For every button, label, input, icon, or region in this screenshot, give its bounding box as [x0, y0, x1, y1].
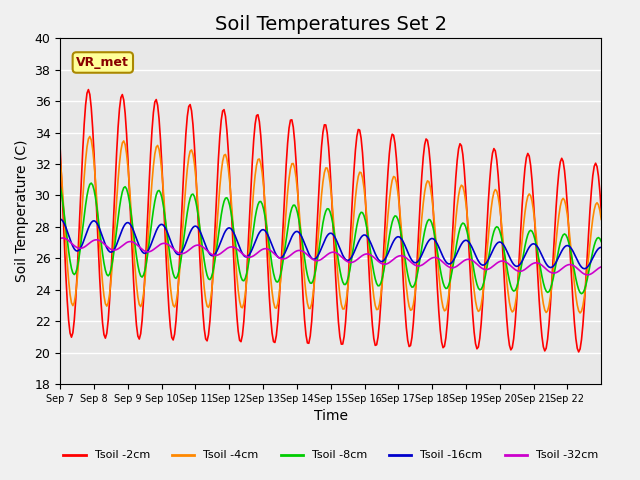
Tsoil -2cm: [75, 241, 83, 247]
Line: Tsoil -2cm: Tsoil -2cm: [60, 90, 601, 352]
Tsoil -16cm: [595, 246, 602, 252]
Tsoil -2cm: [84, 87, 92, 93]
Tsoil -8cm: [336, 267, 344, 273]
Tsoil -2cm: [444, 320, 451, 326]
Legend: Tsoil -2cm, Tsoil -4cm, Tsoil -8cm, Tsoil -16cm, Tsoil -32cm: Tsoil -2cm, Tsoil -4cm, Tsoil -8cm, Tsoi…: [59, 446, 602, 465]
Tsoil -8cm: [596, 236, 604, 241]
Tsoil -4cm: [596, 208, 604, 214]
Line: Tsoil -16cm: Tsoil -16cm: [60, 219, 601, 269]
X-axis label: Time: Time: [314, 409, 348, 423]
Line: Tsoil -8cm: Tsoil -8cm: [60, 183, 601, 294]
Tsoil -4cm: [597, 216, 605, 222]
Tsoil -4cm: [56, 155, 64, 161]
Tsoil -16cm: [75, 248, 83, 253]
Tsoil -8cm: [56, 183, 64, 189]
Tsoil -16cm: [597, 244, 605, 250]
Line: Tsoil -4cm: Tsoil -4cm: [60, 136, 601, 313]
Tsoil -8cm: [597, 239, 605, 244]
Tsoil -2cm: [597, 208, 605, 214]
Tsoil -4cm: [86, 133, 93, 139]
Tsoil -32cm: [93, 237, 100, 243]
Tsoil -8cm: [578, 291, 586, 297]
Tsoil -8cm: [75, 258, 83, 264]
Tsoil -32cm: [336, 252, 344, 258]
Tsoil -2cm: [575, 349, 582, 355]
Tsoil -32cm: [59, 235, 67, 241]
Tsoil -2cm: [596, 189, 604, 194]
Tsoil -16cm: [442, 259, 450, 264]
Tsoil -4cm: [336, 292, 344, 298]
Tsoil -4cm: [75, 260, 83, 265]
Tsoil -32cm: [596, 264, 604, 270]
Tsoil -32cm: [56, 236, 64, 241]
Tsoil -32cm: [583, 272, 591, 278]
Tsoil -4cm: [524, 193, 532, 199]
Tsoil -8cm: [88, 180, 95, 186]
Line: Tsoil -32cm: Tsoil -32cm: [60, 238, 601, 275]
Tsoil -16cm: [56, 216, 64, 222]
Tsoil -32cm: [444, 263, 451, 269]
Tsoil -8cm: [444, 285, 451, 291]
Tsoil -4cm: [444, 302, 451, 308]
Tsoil -4cm: [93, 198, 100, 204]
Tsoil -2cm: [336, 334, 344, 340]
Title: Soil Temperatures Set 2: Soil Temperatures Set 2: [214, 15, 447, 34]
Tsoil -2cm: [524, 151, 532, 156]
Tsoil -8cm: [93, 204, 100, 210]
Tsoil -16cm: [92, 218, 99, 224]
Tsoil -2cm: [56, 145, 64, 151]
Tsoil -32cm: [524, 264, 532, 270]
Tsoil -32cm: [76, 245, 84, 251]
Tsoil -8cm: [524, 232, 532, 238]
Tsoil -16cm: [335, 242, 342, 248]
Tsoil -16cm: [522, 250, 530, 255]
Y-axis label: Soil Temperature (C): Soil Temperature (C): [15, 140, 29, 282]
Tsoil -2cm: [93, 214, 100, 219]
Tsoil -4cm: [576, 310, 584, 316]
Tsoil -32cm: [597, 264, 605, 270]
Tsoil -16cm: [580, 266, 588, 272]
Text: VR_met: VR_met: [76, 56, 129, 69]
